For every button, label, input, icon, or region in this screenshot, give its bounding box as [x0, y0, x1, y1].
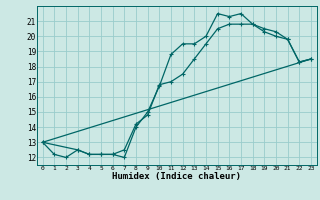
- X-axis label: Humidex (Indice chaleur): Humidex (Indice chaleur): [112, 172, 241, 181]
